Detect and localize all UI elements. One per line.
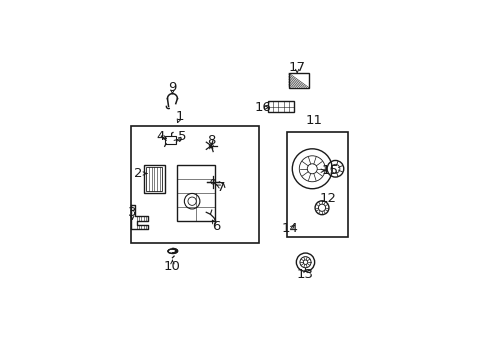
Bar (288, 73, 308, 87)
Text: 7: 7 (217, 181, 225, 194)
Bar (288, 73, 308, 87)
Bar (288, 73, 308, 87)
Bar (288, 73, 308, 87)
Bar (288, 73, 308, 87)
Text: 8: 8 (206, 134, 215, 147)
Text: 2: 2 (134, 167, 142, 180)
Text: 9: 9 (168, 81, 176, 94)
Text: 14: 14 (281, 222, 298, 235)
Bar (288, 73, 308, 87)
Bar (288, 73, 308, 87)
Text: 16: 16 (254, 101, 271, 114)
Text: 11: 11 (305, 114, 322, 127)
Text: 6: 6 (211, 220, 220, 233)
Text: 15: 15 (321, 164, 338, 177)
Text: 4: 4 (156, 130, 164, 143)
Bar (267, 102, 293, 112)
Bar (286, 132, 347, 237)
Text: 1: 1 (175, 110, 184, 123)
Bar (165, 136, 176, 144)
Bar (131, 126, 259, 243)
Text: 13: 13 (296, 268, 313, 281)
Text: 17: 17 (288, 61, 305, 74)
Bar (288, 73, 308, 87)
Bar (288, 73, 308, 87)
Text: 12: 12 (319, 192, 335, 205)
Bar (288, 73, 308, 87)
Text: 5: 5 (177, 130, 186, 143)
Text: 10: 10 (163, 260, 181, 273)
Bar (143, 165, 164, 193)
Bar (177, 165, 214, 221)
Bar (288, 73, 308, 87)
Text: 3: 3 (128, 206, 136, 219)
Bar (146, 167, 162, 191)
